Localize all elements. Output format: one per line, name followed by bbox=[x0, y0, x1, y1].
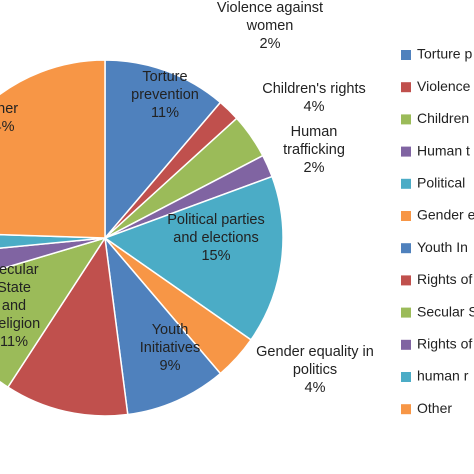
pie-slice-9 bbox=[0, 236, 107, 389]
legend-label-6: Gender e bbox=[417, 207, 474, 223]
legend-swatch-1 bbox=[401, 50, 411, 60]
legend-label-4: Human t bbox=[417, 142, 470, 158]
pie-slice-11 bbox=[0, 233, 106, 249]
legend-label-5: Political bbox=[417, 175, 465, 191]
legend-label-2: Violence bbox=[417, 78, 471, 94]
pie-slice-8 bbox=[6, 235, 129, 417]
legend-swatch-8 bbox=[401, 275, 411, 286]
legend-swatch-2 bbox=[401, 82, 411, 93]
slice-label-9: SecularStateandReligion11% bbox=[0, 262, 40, 350]
legend-swatch-7 bbox=[401, 243, 411, 254]
slice-label-7: Youth Initiatives 9% bbox=[140, 322, 200, 374]
legend-swatch-6 bbox=[401, 211, 411, 221]
slice-label-3: Children's rights 4% bbox=[262, 81, 366, 115]
legend-label-9: Secular S bbox=[417, 303, 474, 319]
legend-swatch-3 bbox=[401, 114, 411, 125]
legend-label-3: Children bbox=[417, 110, 469, 126]
legend: Torture p Violence Children Human t Politica… bbox=[401, 46, 474, 416]
slice-label-5: Political parties and elections 15% bbox=[167, 212, 265, 264]
legend-label-10: Rights of bbox=[417, 336, 472, 352]
slice-label-6: Gender equality in politics 4% bbox=[256, 344, 374, 396]
pie-slice-5 bbox=[103, 175, 284, 341]
legend-swatch-10 bbox=[401, 339, 411, 350]
slice-label-1: Torture prevention 11% bbox=[131, 69, 199, 121]
pie-slice-7 bbox=[103, 235, 222, 416]
legend-label-7: Youth In bbox=[417, 239, 468, 255]
legend-label-11: human r bbox=[417, 368, 469, 384]
legend-swatch-11 bbox=[401, 372, 411, 382]
legend-swatch-9 bbox=[401, 307, 411, 318]
legend-swatch-4 bbox=[401, 146, 411, 157]
slice-labels: Torture prevention 11% Violence against wome… bbox=[0, 0, 374, 396]
slice-label-12: Other24% bbox=[0, 101, 18, 135]
legend-swatch-12 bbox=[401, 404, 411, 415]
slice-label-4: Human trafficking 2% bbox=[283, 124, 345, 176]
pie-slices bbox=[0, 59, 284, 417]
legend-label-12: Other bbox=[417, 400, 452, 416]
legend-swatch-5 bbox=[401, 178, 411, 189]
pie-slice-1 bbox=[104, 59, 222, 241]
legend-label-8: Rights of bbox=[417, 271, 472, 287]
slice-label-2: Violence against women 2% bbox=[217, 0, 323, 52]
legend-label-1: Torture p bbox=[417, 46, 472, 62]
pie-slice-12 bbox=[0, 59, 106, 239]
